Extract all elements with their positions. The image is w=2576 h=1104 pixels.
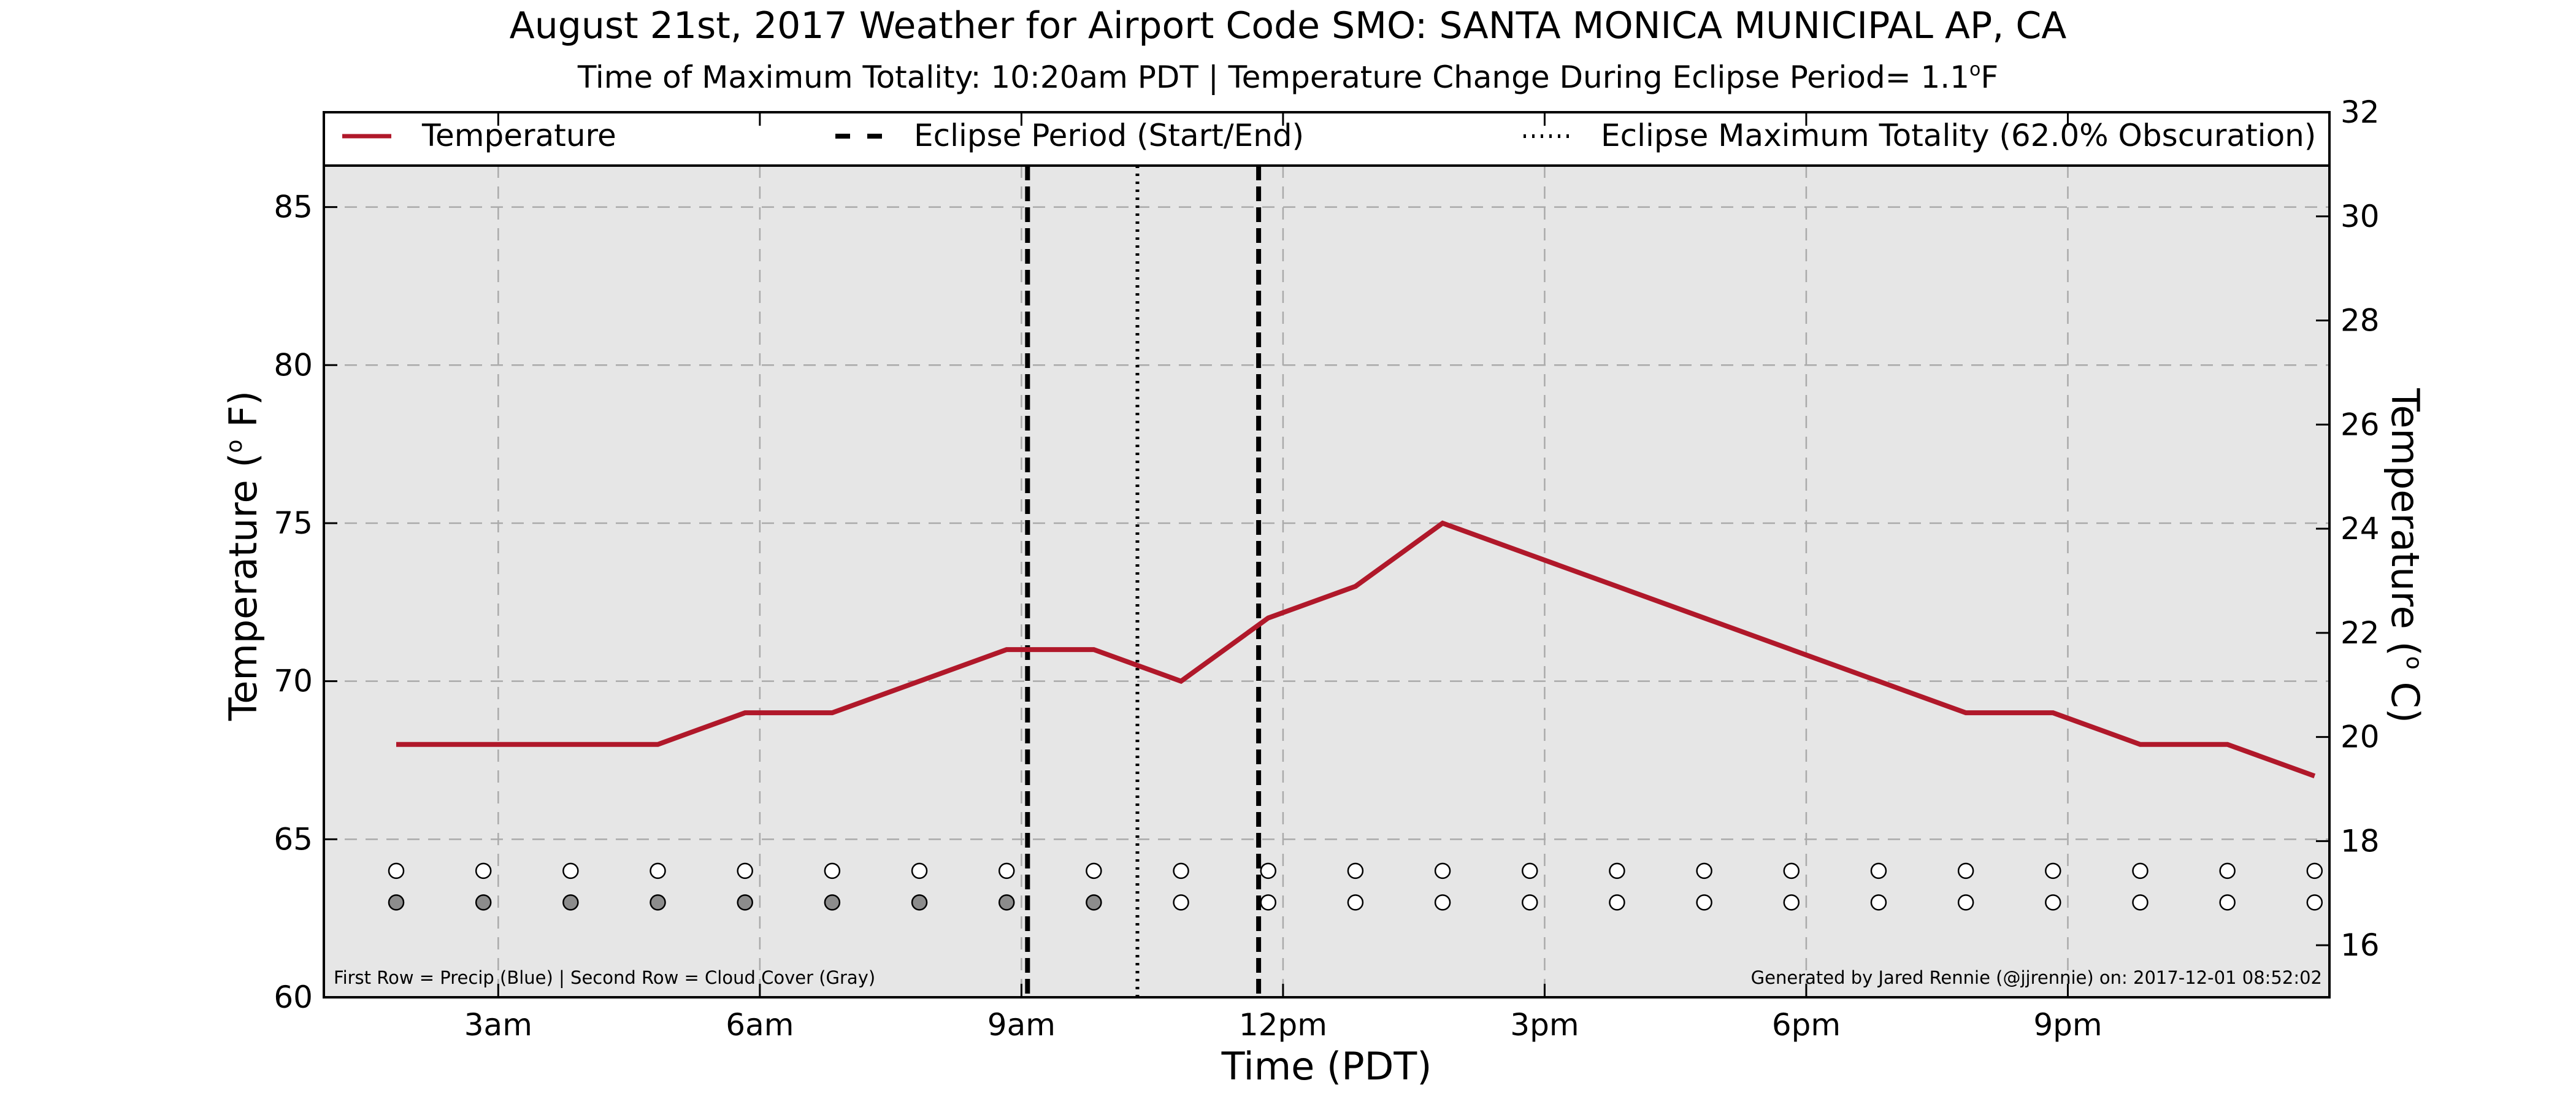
precip-marker — [824, 862, 841, 880]
y-tick-label-left: 70 — [274, 664, 313, 699]
cloud-cover-marker — [2132, 894, 2149, 911]
y-tick-label-left: 60 — [274, 979, 313, 1015]
x-tick-label: 6am — [726, 1007, 794, 1043]
chart-title: August 21st, 2017 Weather for Airport Co… — [510, 4, 2067, 47]
precip-marker — [1173, 862, 1189, 880]
y-tick-label-right: 24 — [2340, 511, 2380, 546]
cloud-cover-marker — [1783, 894, 1800, 911]
cloud-cover-marker — [1870, 894, 1887, 911]
x-tick-label: 12pm — [1239, 1007, 1327, 1043]
cloud-cover-marker — [650, 894, 666, 911]
legend-eclipse-period-label: Eclipse Period (Start/End) — [914, 118, 1304, 153]
precip-marker — [737, 862, 753, 880]
precip-marker — [1783, 862, 1800, 880]
precip-marker — [1434, 862, 1451, 880]
precip-marker — [911, 862, 928, 880]
precip-marker — [1086, 862, 1102, 880]
precip-marker — [2306, 862, 2323, 880]
y-tick-label-right: 28 — [2340, 303, 2380, 339]
y-tick-label-left: 85 — [274, 190, 313, 225]
precip-marker — [2132, 862, 2149, 880]
footnote-right: Generated by Jared Rennie (@jjrennie) on… — [1751, 967, 2322, 988]
precip-marker — [2219, 862, 2236, 880]
legend-temperature-label: Temperature — [421, 118, 616, 153]
footnote-left: First Row = Precip (Blue) | Second Row =… — [334, 967, 875, 988]
cloud-cover-marker — [1609, 894, 1625, 911]
series-layer — [396, 520, 2316, 779]
precip-marker — [1696, 862, 1712, 880]
cloud-cover-marker — [2306, 894, 2323, 911]
y-tick-label-right: 22 — [2340, 615, 2380, 651]
cloud-cover-marker — [1086, 894, 1102, 911]
cloud-cover-marker — [475, 894, 492, 911]
precip-marker — [388, 862, 405, 880]
precip-marker — [1347, 862, 1364, 880]
y-tick-label-right: 18 — [2340, 823, 2380, 859]
x-tick-label: 9am — [987, 1007, 1056, 1043]
y-tick-label-left: 65 — [274, 821, 313, 857]
cloud-cover-marker — [388, 894, 405, 911]
precip-marker — [1260, 862, 1276, 880]
precip-marker — [650, 862, 666, 880]
eclipse-lines — [1025, 166, 1262, 997]
plot-area — [324, 166, 2329, 997]
precip-marker — [1870, 862, 1887, 880]
x-tick-label: 3am — [464, 1007, 532, 1043]
cloud-cover-marker — [2219, 894, 2236, 911]
y-tick-label-right: 30 — [2340, 199, 2380, 234]
cloud-cover-marker — [1434, 894, 1451, 911]
cloud-cover-marker — [737, 894, 753, 911]
legend-eclipse-max-label: Eclipse Maximum Totality (62.0% Obscurat… — [1601, 118, 2316, 153]
precip-marker — [2045, 862, 2061, 880]
marker-rows — [388, 862, 2323, 911]
y-axis-label-right: Temperature (o C) — [2383, 388, 2428, 723]
x-tick-label: 6pm — [1772, 1007, 1841, 1043]
y-tick-label-right: 26 — [2340, 407, 2380, 442]
cloud-cover-marker — [2045, 894, 2061, 911]
cloud-cover-marker — [1957, 894, 1974, 911]
precip-marker — [475, 862, 492, 880]
axes: 3am 6am 9am 12pm 3pm 6pm 9pm 60 65 70 75 80 85 16 18 20… — [274, 94, 2379, 1043]
cloud-cover-marker — [1522, 894, 1538, 911]
precip-marker — [1522, 862, 1538, 880]
precip-marker — [562, 862, 579, 880]
grid-lines — [324, 166, 2329, 997]
plot-frame — [323, 111, 2331, 999]
cloud-cover-marker — [824, 894, 841, 911]
y-tick-label-right: 20 — [2340, 719, 2380, 755]
cloud-cover-marker — [911, 894, 928, 911]
y-tick-label-left: 80 — [274, 347, 313, 383]
x-axis-label: Time (PDT) — [1221, 1044, 1432, 1089]
cloud-cover-marker — [1696, 894, 1712, 911]
precip-marker — [1957, 862, 1974, 880]
cloud-cover-marker — [1173, 894, 1189, 911]
cloud-cover-marker — [998, 894, 1015, 911]
y-tick-label-right: 16 — [2340, 927, 2380, 963]
x-tick-label: 9pm — [2033, 1007, 2102, 1043]
y-axis-label-left: Temperature (o F) — [221, 391, 266, 721]
chart-subtitle: Time of Maximum Totality: 10:20am PDT | … — [577, 59, 1998, 95]
cloud-cover-marker — [1347, 894, 1364, 911]
x-tick-label: 3pm — [1510, 1007, 1579, 1043]
cloud-cover-marker — [562, 894, 579, 911]
cloud-cover-marker — [1260, 894, 1276, 911]
y-tick-label-right: 32 — [2340, 94, 2380, 130]
precip-marker — [1609, 862, 1625, 880]
precip-marker — [998, 862, 1015, 880]
y-tick-label-left: 75 — [274, 505, 313, 541]
